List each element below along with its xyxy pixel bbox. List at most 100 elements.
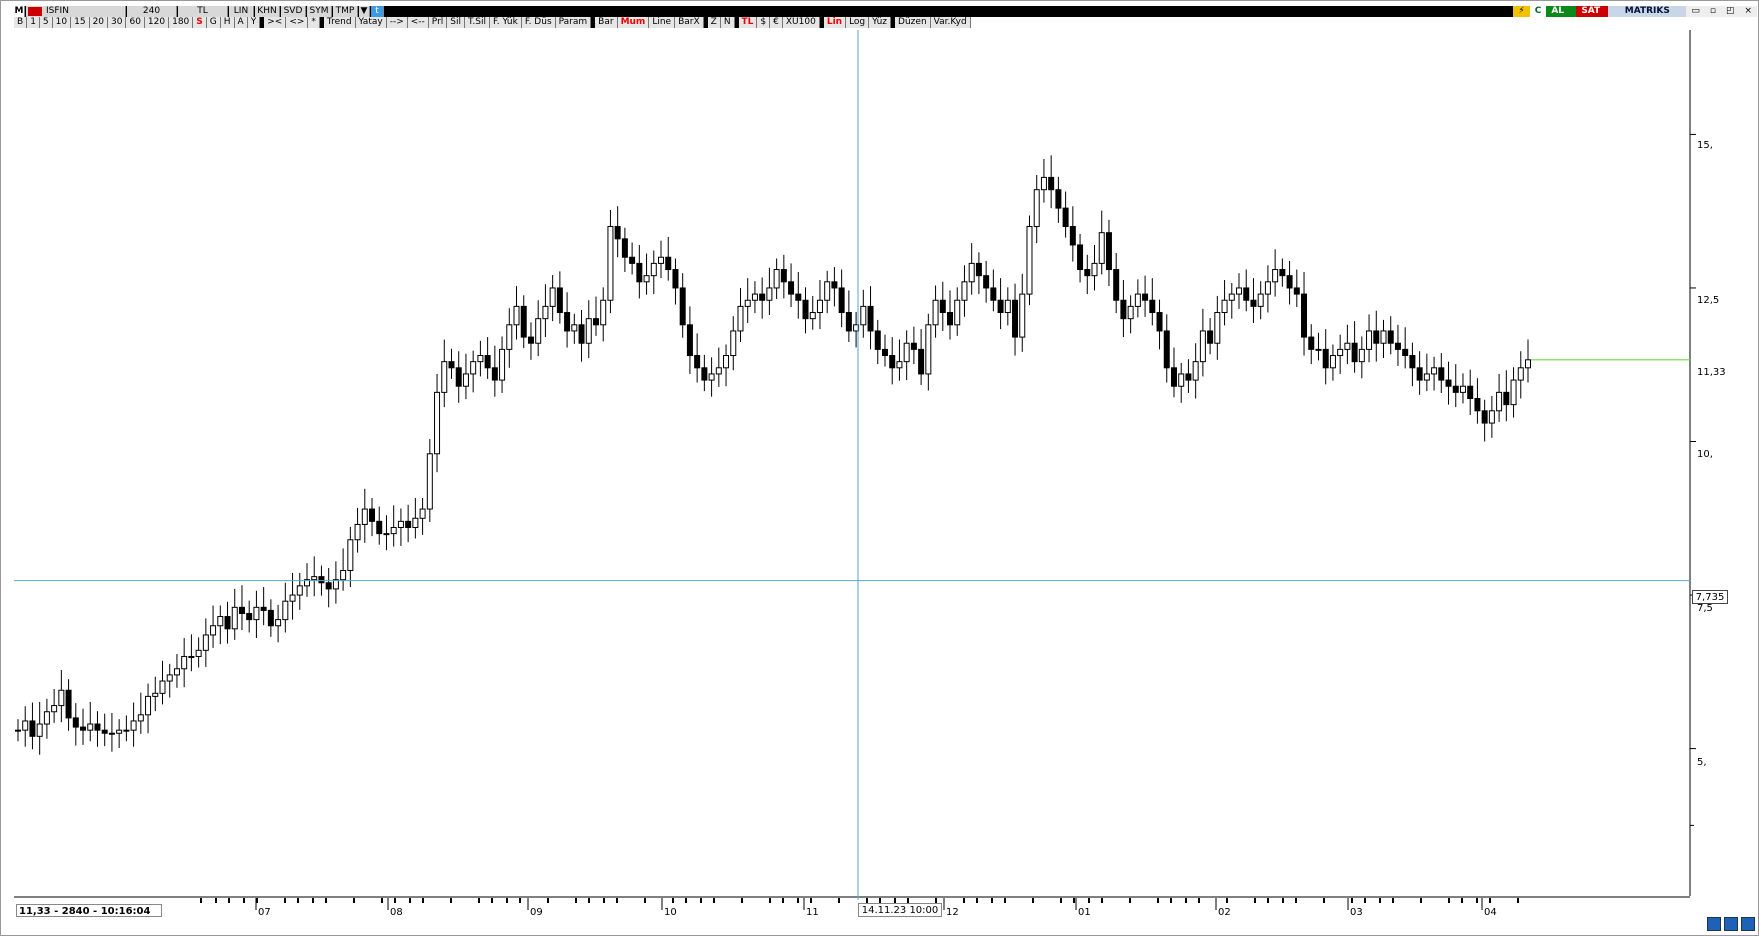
toolbar-button[interactable]: 15	[71, 17, 90, 28]
candle-body	[983, 275, 990, 289]
minimize-icon[interactable]: ▭	[1686, 6, 1705, 17]
candle-body	[94, 723, 101, 731]
twitter-icon[interactable]: t	[371, 6, 384, 17]
maximize-icon[interactable]: ◰	[1720, 6, 1740, 17]
x-minor-tick	[325, 898, 327, 903]
lightning-icon[interactable]: ⚡	[1513, 6, 1530, 17]
toolbar-button[interactable]: Mum	[617, 17, 650, 28]
candle-body	[1228, 293, 1235, 301]
candle-body	[477, 355, 484, 363]
toolbar-button[interactable]: G	[206, 17, 221, 28]
refresh-icon[interactable]	[1707, 917, 1721, 931]
toolbar-button[interactable]: 120	[144, 17, 170, 28]
candle-body	[578, 324, 585, 344]
scroll-right-icon[interactable]	[1741, 917, 1755, 931]
toolbar-button[interactable]: 60	[126, 17, 145, 28]
candle-body	[188, 655, 195, 658]
candle-body	[600, 299, 607, 326]
y-tick-label: 7,5	[1697, 603, 1713, 614]
x-minor-tick	[1170, 898, 1172, 903]
toolbar-button[interactable]: 20	[89, 17, 109, 28]
toolbar-button[interactable]: 5	[39, 17, 53, 28]
tmp-button[interactable]: TMP	[333, 6, 358, 17]
candle-body	[932, 299, 939, 326]
scale-mode-field[interactable]: LIN	[229, 6, 254, 17]
brand-label: MATRIKS	[1608, 6, 1687, 17]
toolbar-button[interactable]: Sil	[447, 17, 465, 28]
toolbar-button[interactable]: F. Düs	[521, 17, 556, 28]
symbol-field[interactable]: ISFIN	[26, 6, 126, 17]
toolbar-button[interactable]: H	[220, 17, 235, 28]
toolbar-button[interactable]: Trend	[323, 17, 356, 28]
toolbar-button[interactable]: Var.Kyd	[930, 17, 971, 28]
toolbar-button[interactable]: BarX	[675, 17, 704, 28]
close-icon[interactable]: ×	[1739, 6, 1757, 17]
toolbar-button[interactable]: *	[308, 17, 320, 28]
candle-body	[303, 579, 310, 587]
candle-body	[426, 453, 433, 510]
c-button[interactable]: C	[1529, 6, 1547, 17]
x-minor-tick	[685, 898, 687, 903]
toolbar-button[interactable]: TL	[738, 17, 758, 28]
khn-button[interactable]: KHN	[255, 6, 280, 17]
candle-body	[441, 361, 448, 393]
toolbar-button[interactable]: Bar	[595, 17, 618, 28]
y-tick-label: 15,	[1697, 140, 1713, 151]
toolbar-button[interactable]: 180	[169, 17, 194, 28]
toolbar-button[interactable]: Param	[555, 17, 592, 28]
candle-body	[448, 361, 455, 369]
x-minor-tick	[491, 898, 493, 903]
candle-body	[759, 293, 766, 301]
toolbar-button[interactable]: ><	[264, 17, 287, 28]
toolbar-button[interactable]: Yatay	[355, 17, 387, 28]
buy-button[interactable]: AL	[1546, 6, 1577, 17]
toolbar-button[interactable]: Lin	[823, 17, 847, 28]
candle-body	[997, 299, 1004, 314]
scroll-left-icon[interactable]	[1724, 917, 1738, 931]
toolbar-button[interactable]: <>	[286, 17, 309, 28]
candle-body	[1199, 330, 1206, 363]
toolbar-button[interactable]: Z	[707, 17, 721, 28]
toolbar-button[interactable]: 30	[108, 17, 127, 28]
svd-button[interactable]: SVD	[281, 6, 306, 17]
candle-body	[1510, 379, 1517, 406]
toolbar-button[interactable]: F. Yük	[490, 17, 522, 28]
toolbar-separator	[319, 17, 324, 28]
toolbar-button[interactable]: Prl	[428, 17, 448, 28]
toolbar-button[interactable]: B	[14, 17, 28, 28]
candle-body	[499, 348, 506, 381]
candle-body	[1279, 269, 1286, 277]
toolbar-button[interactable]: <--	[407, 17, 429, 28]
toolbar-button[interactable]: €	[770, 17, 783, 28]
toolbar-button[interactable]: Line	[649, 17, 676, 28]
toolbar-button[interactable]: Log	[846, 17, 870, 28]
currency-field[interactable]: TL	[178, 6, 228, 17]
toolbar-button[interactable]: Y	[247, 17, 261, 28]
toolbar-button[interactable]: A	[234, 17, 248, 28]
candle-body	[730, 330, 737, 357]
toolbar-button[interactable]: N	[720, 17, 735, 28]
restore-icon[interactable]: ▫	[1704, 6, 1721, 17]
toolbar-button[interactable]: Yüz	[869, 17, 892, 28]
toolbar-button[interactable]: S	[193, 17, 207, 28]
sell-button[interactable]: SAT	[1576, 6, 1609, 17]
candle-body	[383, 533, 390, 536]
chevron-down-icon[interactable]: ▼	[359, 6, 370, 17]
candle-body	[1315, 348, 1322, 351]
toolbar-button[interactable]: -->	[386, 17, 408, 28]
toolbar-button[interactable]: 1	[27, 17, 40, 28]
candle-body	[397, 520, 404, 528]
toolbar-button[interactable]: Düzen	[895, 17, 931, 28]
candle-body	[795, 293, 802, 301]
toolbar-button[interactable]: $	[757, 17, 771, 28]
toolbar-button[interactable]: 10	[52, 17, 72, 28]
sym-button[interactable]: SYM	[307, 6, 332, 17]
toolbar-button[interactable]: XU100	[782, 17, 820, 28]
x-minor-tick	[1157, 898, 1159, 903]
period-field[interactable]: 240	[127, 6, 177, 17]
candle-body	[275, 619, 282, 627]
toolbar-button[interactable]: T.Sil	[465, 17, 491, 28]
matriks-menu-button[interactable]: M	[14, 6, 25, 17]
x-minor-tick	[976, 898, 978, 903]
